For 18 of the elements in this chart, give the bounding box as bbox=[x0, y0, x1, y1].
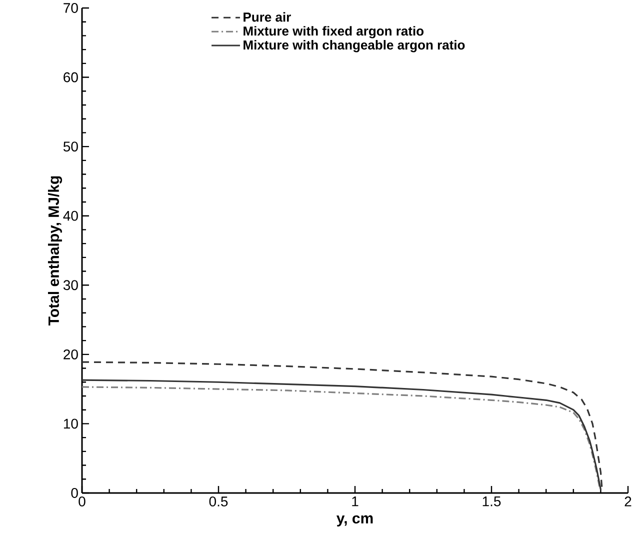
y-tick-label: 40 bbox=[63, 210, 78, 221]
y-tick-label: 0 bbox=[71, 488, 78, 498]
legend-label: Mixture with fixed argon ratio bbox=[244, 26, 424, 38]
x-tick-label: 1 bbox=[352, 496, 358, 506]
y-tick-label: 70 bbox=[64, 3, 78, 13]
y-tick-label: 60 bbox=[64, 72, 78, 82]
y-tick-label: 50 bbox=[63, 142, 78, 152]
x-tick-label: 1.5 bbox=[482, 496, 501, 506]
x-tick-label: 2 bbox=[624, 496, 632, 506]
x-axis-title: y, cm bbox=[336, 515, 373, 526]
x-tick-label: 0.5 bbox=[209, 496, 228, 506]
x-tick-label: 0 bbox=[78, 496, 86, 506]
y-tick-label: 30 bbox=[63, 280, 78, 290]
y-axis-title: Total enthalpy, MJ/kg bbox=[48, 176, 62, 326]
y-tick-label: 10 bbox=[64, 418, 78, 429]
legend-label: Mixture with changeable argon ratio bbox=[244, 40, 465, 52]
legend-label: Pure air bbox=[244, 12, 291, 22]
y-tick-label: 20 bbox=[64, 349, 78, 360]
